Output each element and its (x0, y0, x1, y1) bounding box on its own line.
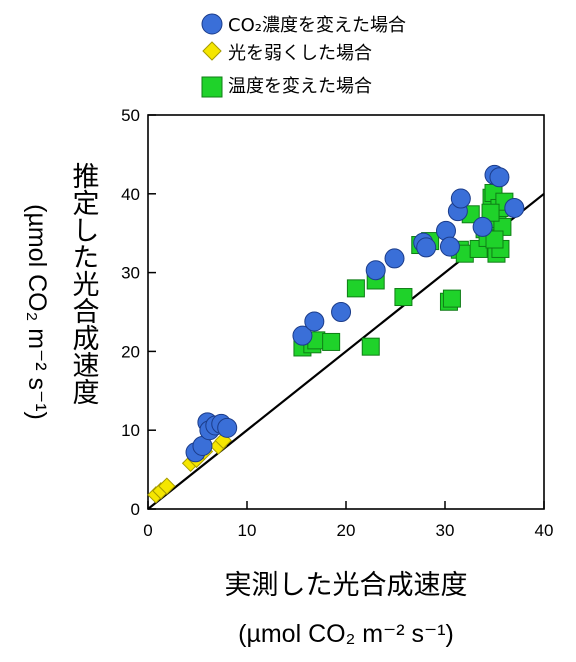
data-point-co2 (292, 325, 313, 346)
x-axis: 0 10 20 30 40 (143, 501, 553, 540)
legend-label-temperature: 温度を変えた場合 (228, 76, 372, 97)
data-point-temperature (394, 288, 413, 307)
y-axis-unit: (µmol CO₂ m⁻² s⁻¹) (23, 204, 51, 420)
data-point-co2 (416, 237, 437, 258)
legend-label-light: 光を弱くした場合 (228, 43, 372, 64)
y-axis: 0 10 20 30 40 50 (121, 106, 156, 519)
x-tick-label: 0 (143, 521, 152, 540)
data-point-co2 (365, 260, 386, 281)
x-axis-title: 実測した光合成速度 (225, 570, 468, 601)
y-tick-label: 40 (121, 185, 140, 204)
x-tick-label: 10 (238, 521, 257, 540)
data-point-temperature (322, 332, 341, 351)
legend-label-co2: CO₂濃度を変えた場合 (228, 15, 406, 36)
data-point-co2 (489, 167, 510, 188)
data-point-co2 (450, 188, 471, 209)
y-tick-label: 0 (131, 500, 140, 519)
data-point-temperature (346, 279, 365, 298)
y-axis-title: 推定した光合成速度 (68, 162, 100, 405)
data-point-co2 (304, 311, 325, 332)
data-point-temperature (485, 230, 504, 249)
y-tick-label: 10 (121, 421, 140, 440)
data-point-co2 (331, 302, 352, 322)
data-point-co2 (472, 216, 493, 237)
x-tick-label: 30 (436, 521, 455, 540)
data-point-temperature (442, 289, 461, 308)
y-tick-label: 50 (121, 106, 140, 125)
x-tick-label: 20 (337, 521, 356, 540)
data-point-light (158, 477, 176, 495)
data-point-co2 (384, 248, 405, 269)
y-tick-label: 20 (121, 342, 140, 361)
x-tick-label: 40 (535, 521, 554, 540)
data-point-temperature (361, 337, 380, 356)
data-point-co2 (217, 417, 238, 438)
series-temperature (293, 184, 514, 357)
series-co2 (185, 164, 525, 463)
legend-marker-co2 (201, 13, 223, 35)
series-light (147, 431, 232, 504)
x-axis-unit: (µmol CO₂ m⁻² s⁻¹) (238, 620, 454, 648)
legend-marker-light (202, 41, 222, 61)
data-point-co2 (439, 236, 460, 257)
y-tick-label: 30 (121, 264, 140, 283)
legend-marker-temperature (201, 76, 223, 98)
legend: CO₂濃度を変えた場合 光を弱くした場合 温度を変えた場合 (201, 13, 406, 98)
data-point-co2 (504, 197, 525, 218)
